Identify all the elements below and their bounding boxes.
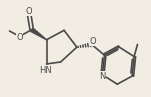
- Text: HN: HN: [39, 66, 52, 75]
- Text: O: O: [16, 33, 23, 42]
- Polygon shape: [31, 28, 47, 40]
- Text: O: O: [26, 7, 32, 16]
- Text: O: O: [89, 37, 96, 46]
- Text: N: N: [99, 72, 106, 81]
